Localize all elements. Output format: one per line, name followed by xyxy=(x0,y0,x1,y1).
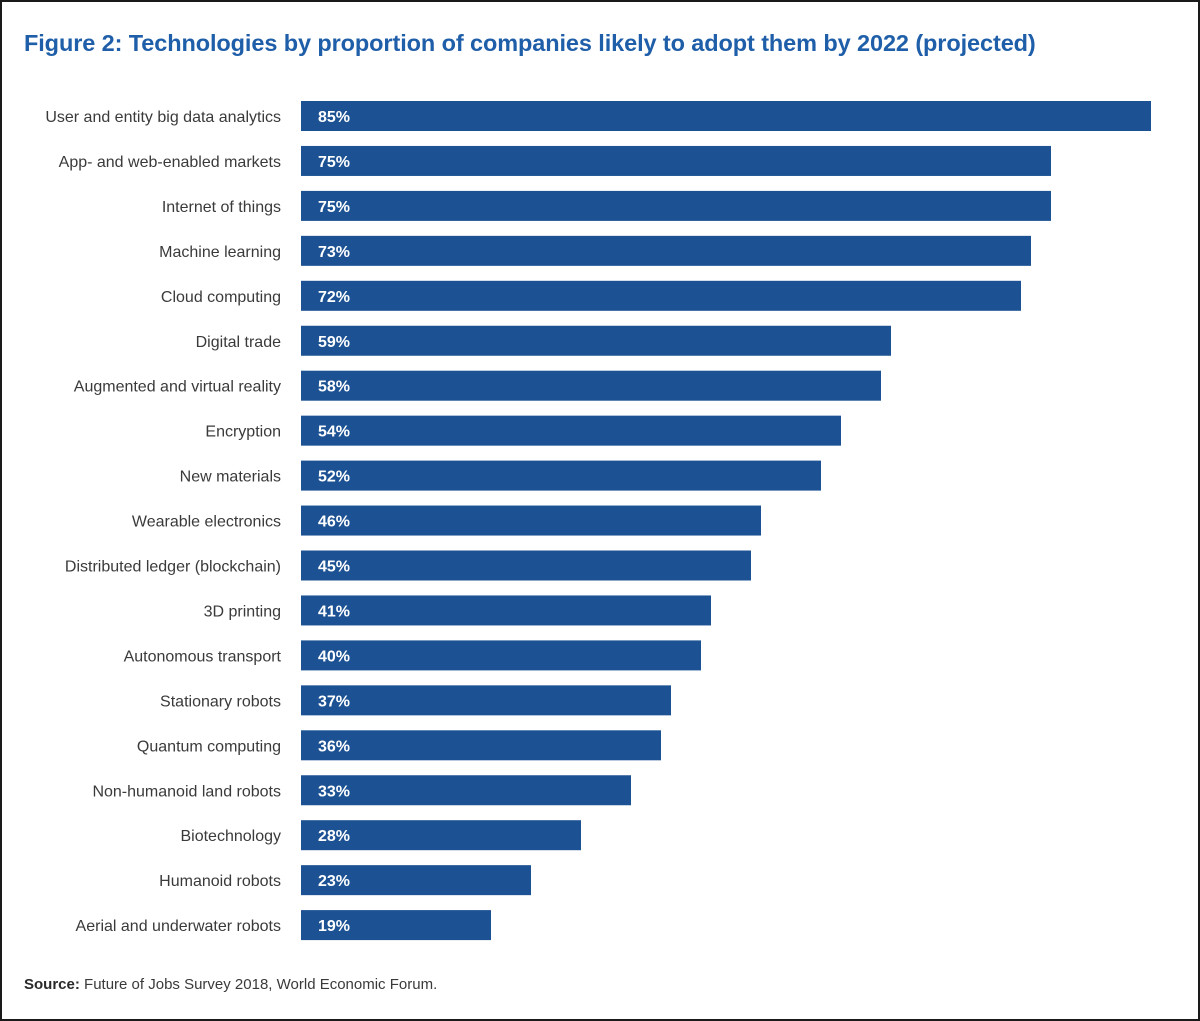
source-label: Source: xyxy=(24,976,80,993)
bar xyxy=(301,415,841,446)
bar xyxy=(301,235,1031,266)
bar xyxy=(301,190,1051,221)
value-label: 28% xyxy=(318,828,350,845)
value-label: 72% xyxy=(318,289,350,306)
bar xyxy=(301,325,891,356)
bar xyxy=(301,640,701,671)
value-label: 58% xyxy=(318,379,350,396)
bar xyxy=(301,280,1021,311)
bar xyxy=(301,730,661,761)
bar xyxy=(301,370,881,401)
bar xyxy=(301,550,751,581)
category-label: User and entity big data analytics xyxy=(45,109,281,126)
bar xyxy=(301,865,531,896)
bar xyxy=(301,820,581,851)
category-label: New materials xyxy=(180,469,281,486)
category-label: App- and web-enabled markets xyxy=(59,154,281,171)
category-label: Non-humanoid land robots xyxy=(92,783,281,800)
category-label: Internet of things xyxy=(162,199,281,216)
bar xyxy=(301,775,631,806)
value-label: 85% xyxy=(318,109,350,126)
value-label: 46% xyxy=(318,514,350,531)
category-label: Encryption xyxy=(205,424,281,441)
source-note: Source: Future of Jobs Survey 2018, Worl… xyxy=(24,976,437,993)
value-label: 33% xyxy=(318,783,350,800)
category-label: Wearable electronics xyxy=(132,514,281,531)
bar xyxy=(301,595,711,626)
category-label: Augmented and virtual reality xyxy=(74,379,281,396)
source-text: Future of Jobs Survey 2018, World Econom… xyxy=(84,976,438,993)
value-label: 59% xyxy=(318,334,350,351)
value-label: 73% xyxy=(318,244,350,261)
value-label: 37% xyxy=(318,693,350,710)
category-label: Humanoid robots xyxy=(159,873,281,890)
value-label: 19% xyxy=(318,918,350,935)
category-label: Digital trade xyxy=(196,334,281,351)
value-label: 54% xyxy=(318,424,350,441)
value-label: 75% xyxy=(318,199,350,216)
value-label: 36% xyxy=(318,738,350,755)
bar xyxy=(301,505,761,536)
category-label: Autonomous transport xyxy=(124,648,282,665)
bar xyxy=(301,460,821,491)
category-label: Machine learning xyxy=(159,244,281,261)
bar xyxy=(301,685,671,716)
category-label: Distributed ledger (blockchain) xyxy=(65,559,281,576)
value-label: 75% xyxy=(318,154,350,171)
value-label: 41% xyxy=(318,603,350,620)
value-label: 23% xyxy=(318,873,350,890)
value-label: 40% xyxy=(318,648,350,665)
bar xyxy=(301,101,1151,131)
category-label: Aerial and underwater robots xyxy=(76,918,281,935)
category-label: 3D printing xyxy=(204,603,281,620)
chart-title: Figure 2: Technologies by proportion of … xyxy=(24,30,1036,56)
value-label: 52% xyxy=(318,469,350,486)
category-label: Stationary robots xyxy=(160,693,281,710)
bar xyxy=(301,145,1051,176)
category-label: Cloud computing xyxy=(161,289,281,306)
bar xyxy=(301,910,491,941)
category-label: Biotechnology xyxy=(180,828,281,845)
value-label: 45% xyxy=(318,559,350,576)
category-label: Quantum computing xyxy=(137,738,281,755)
